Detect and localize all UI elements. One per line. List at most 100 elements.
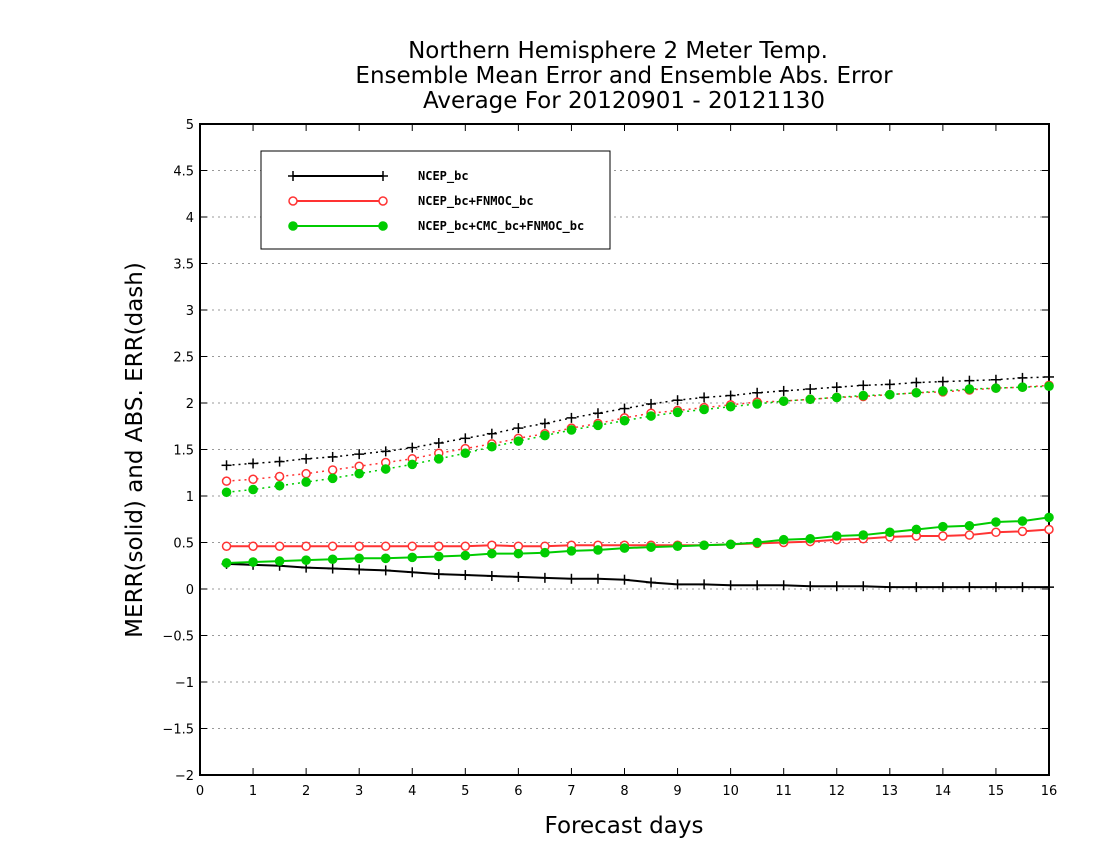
abs-err-point [911,377,922,388]
abs-err-point [778,396,789,406]
merr-point [672,541,683,552]
merr-point [885,527,895,538]
merr-point [433,551,444,562]
merr-point [433,569,444,580]
abs-err-point [566,425,577,435]
y-tick-label: 0 [186,583,194,598]
abs-err-point [274,480,285,491]
y-tick-label: 0.5 [173,537,194,552]
abs-err-point [407,459,418,470]
abs-err-point [831,392,842,403]
abs-err-point [990,374,1001,385]
merr-point [831,581,842,592]
abs-err-point [380,446,391,457]
x-tick-label: 15 [988,784,1005,799]
abs-err-point [911,387,922,398]
y-tick-label: 3 [186,304,194,319]
merr-point [646,577,657,588]
merr-point [991,527,1001,538]
y-tick-label: −1 [175,676,194,691]
merr-point [540,547,550,558]
merr-point [327,563,338,574]
abs-err-point [592,408,603,419]
merr-point [1044,512,1054,523]
merr-point [991,517,1001,527]
merr-point [513,548,524,559]
merr-point [858,581,869,592]
abs-err-point [752,387,763,398]
legend: NCEP_bc NCEP_bc+FNMOC_bc NCEP_bc+CMC_bc+FN… [260,150,611,250]
merr-point [354,553,364,564]
x-tick-label: 3 [355,784,363,799]
abs-err-point [619,403,630,414]
legend-marker [288,196,298,206]
legend-label: NCEP_bc+FNMOC_bc [418,194,534,209]
abs-err-point [646,411,656,421]
legend-marker [378,171,388,181]
merr-point [221,558,232,568]
abs-err-point [593,420,603,431]
merr-point [778,534,789,545]
x-tick-label: 14 [935,784,952,799]
merr-point [380,541,391,551]
x-tick-label: 7 [567,784,575,799]
abs-err-point [539,418,550,429]
merr-point [646,542,656,552]
merr-point [911,582,922,593]
abs-err-point [964,375,975,386]
abs-err-point [672,407,683,418]
abs-err-point [513,423,524,434]
abs-err-point [460,433,471,444]
merr-point [274,541,285,551]
abs-err-point [1044,381,1054,392]
merr-point [407,567,418,578]
merr-point [831,531,842,541]
merr-point [248,541,258,551]
abs-err-point [221,487,232,498]
merr-point [805,581,816,592]
abs-err-point [354,468,364,479]
x-tick-label: 13 [882,784,899,799]
x-axis-label: Forecast days [545,813,704,839]
y-tick-label: 4 [186,211,194,226]
legend-item-2: NCEP_bc+FNMOC_bc [288,194,534,209]
abs-err-point [248,484,258,495]
merr-point [248,557,258,567]
y-tick-label: 1.5 [173,444,194,459]
abs-err-point [274,456,285,467]
y-tick-label: 2.5 [173,351,194,366]
legend-label: NCEP_bc [418,169,469,184]
abs-err-point [699,404,709,415]
merr-point [699,540,709,551]
series-1 [221,371,1054,593]
abs-err-point [831,382,842,393]
merr-point [354,541,364,551]
x-tick-label: 16 [1041,784,1058,799]
merr-point [938,521,948,532]
abs-err-point [301,477,311,487]
merr-point [1044,582,1054,593]
y-tick-label: −2 [175,769,194,784]
merr-point [699,579,710,590]
merr-point [460,570,471,581]
chart-title-line-3: Average For 20120901 - 20121130 [423,88,825,114]
merr-point [672,579,683,590]
abs-err-point [301,453,312,464]
abs-err-point [937,376,948,387]
merr-point [725,580,736,591]
x-tick-label: 0 [196,784,204,799]
merr-point [274,556,285,566]
merr-point [1017,526,1028,537]
legend-marker [288,171,298,181]
merr-point [487,540,497,551]
x-tick-label: 5 [461,784,469,799]
y-tick-label: 2 [186,397,194,412]
abs-err-point [699,392,710,403]
plot-frame [199,123,1050,776]
merr-point [911,524,922,535]
abs-err-point [301,468,311,479]
x-tick-label: 10 [722,784,739,799]
merr-point [990,582,1001,593]
merr-point [566,546,577,556]
